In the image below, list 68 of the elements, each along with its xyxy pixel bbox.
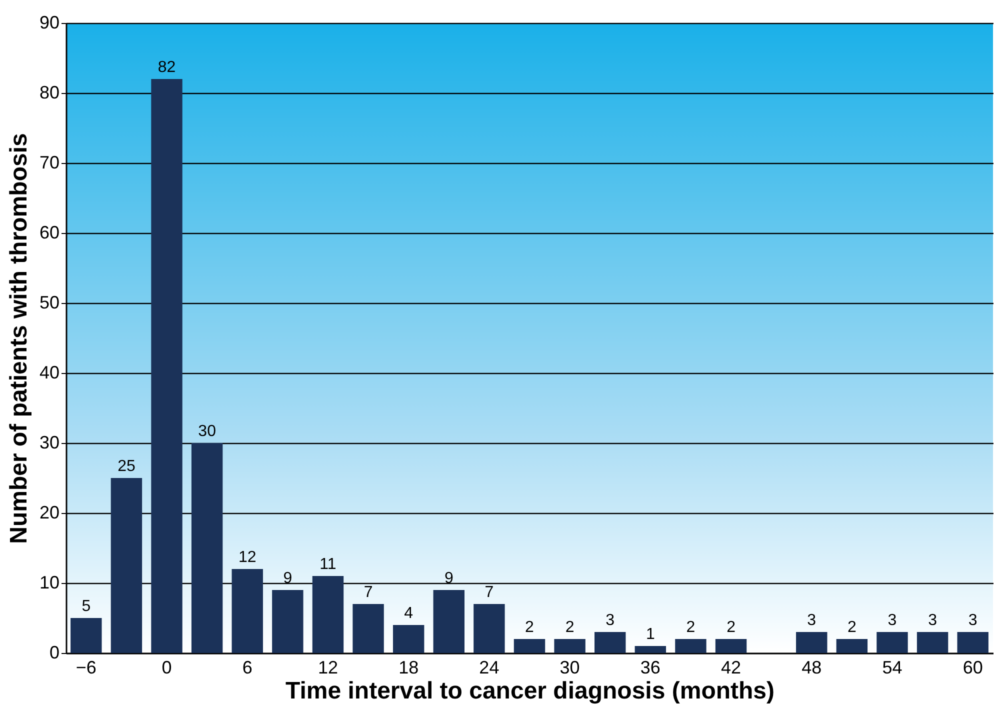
bar [474,604,505,653]
y-tick-label: 40 [39,362,60,382]
x-tick-label: 30 [560,658,580,678]
bar [796,632,828,653]
bar [191,443,223,653]
y-axis-title: Number of patients with thrombosis [5,133,32,544]
bar [151,79,182,653]
data-label: 7 [484,584,494,601]
bar [110,478,142,653]
x-tick-label: 12 [318,658,338,678]
x-tick-label: 18 [398,658,419,678]
x-tick-label: 36 [640,658,660,678]
bar [876,632,908,653]
data-label: 30 [198,423,216,440]
bar [392,625,424,653]
data-label: 3 [928,612,938,629]
bar [715,639,747,653]
data-label: 4 [404,605,414,622]
bar [554,639,586,653]
bar [514,639,546,653]
data-label: 11 [320,556,336,573]
data-label: 2 [565,619,574,636]
bar [312,576,344,653]
data-label: 9 [283,570,292,587]
data-label: 3 [606,612,615,629]
bar [634,646,666,653]
data-label: 7 [364,584,373,601]
x-tick-label: 42 [721,658,742,678]
data-label: 2 [847,619,856,636]
y-tick-label: 0 [49,642,60,662]
bar [916,632,948,653]
bar [70,618,102,653]
x-tick-label: 6 [242,658,252,678]
y-tick-label: 30 [39,432,60,452]
x-tick-label: 24 [479,658,500,678]
bar [352,604,384,653]
data-label: 12 [238,549,256,566]
x-tick-label: 60 [962,658,983,678]
bar [836,639,868,653]
bar [594,632,626,653]
bar [675,639,706,653]
data-label: 2 [686,619,696,636]
y-tick-label: 70 [39,152,60,172]
data-label: 1 [646,626,655,643]
y-tick-label: 50 [39,292,60,312]
data-label: 9 [444,570,454,587]
data-label: 2 [726,619,736,636]
y-tick-label: 90 [39,12,60,32]
y-tick-label: 10 [39,572,60,592]
data-label: 3 [807,612,816,629]
y-tick-label: 60 [39,222,60,242]
x-axis-title: Time interval to cancer diagnosis (months) [286,678,774,704]
bar [957,632,988,653]
y-tick-label: 80 [39,82,60,102]
x-tick-label: 48 [802,658,822,678]
y-tick-label: 20 [39,502,60,522]
bar [433,590,464,653]
bar [232,569,263,653]
data-label: 82 [158,59,176,76]
x-tick-label: 0 [162,658,172,678]
data-label: 2 [525,619,534,636]
data-label: 3 [888,612,897,629]
data-label: 3 [968,612,978,629]
x-tick-label: 54 [882,658,902,678]
data-label: 5 [82,598,91,615]
x-tick-label: −6 [76,658,96,678]
data-label: 25 [118,458,136,475]
bar [272,590,304,653]
